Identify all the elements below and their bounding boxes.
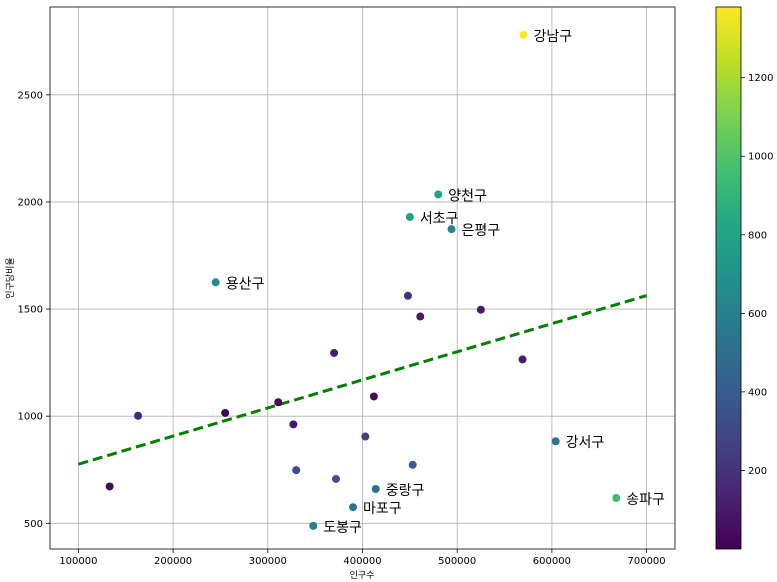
data-point bbox=[369, 392, 378, 401]
x-tick-label: 300000 bbox=[249, 556, 287, 567]
data-point bbox=[330, 348, 339, 357]
grid-lines bbox=[50, 7, 675, 549]
trend-line-layer bbox=[77, 294, 648, 466]
data-point bbox=[403, 291, 412, 300]
x-tick-label: 100000 bbox=[59, 556, 97, 567]
x-tick-label: 500000 bbox=[438, 556, 476, 567]
colorbar-tick-label: 600 bbox=[748, 309, 767, 320]
colorbar-tick-label: 1200 bbox=[748, 73, 773, 84]
y-axis-ticks: 500 1000 1500 2000 2500 bbox=[18, 90, 50, 530]
y-tick-label: 1000 bbox=[18, 412, 43, 423]
point-annotation: 마포구 bbox=[363, 501, 402, 517]
data-point bbox=[331, 474, 340, 483]
data-point bbox=[405, 212, 414, 221]
point-annotation: 중랑구 bbox=[386, 483, 425, 499]
point-annotation: 강남구 bbox=[533, 29, 572, 45]
y-tick-label: 2000 bbox=[18, 197, 43, 208]
point-annotation: 은평구 bbox=[462, 223, 501, 239]
point-annotation: 양천구 bbox=[448, 188, 487, 204]
point-annotation: 도봉구 bbox=[323, 520, 362, 536]
x-axis-ticks: 100000 200000 300000 400000 500000 600000 7000… bbox=[59, 549, 666, 567]
data-point bbox=[211, 278, 220, 287]
data-points-layer bbox=[105, 30, 621, 530]
colorbar bbox=[715, 6, 742, 550]
data-point bbox=[612, 494, 621, 503]
data-point bbox=[519, 30, 528, 39]
y-tick-label: 1500 bbox=[18, 305, 43, 316]
point-annotation: 송파구 bbox=[626, 492, 665, 508]
colorbar-tick-label: 1000 bbox=[748, 152, 773, 163]
point-annotation: 강서구 bbox=[566, 435, 605, 451]
colorbar-tick-label: 800 bbox=[748, 230, 767, 241]
data-point bbox=[551, 437, 560, 446]
data-point bbox=[518, 355, 527, 364]
y-tick-label: 2500 bbox=[18, 90, 43, 101]
data-point bbox=[408, 460, 417, 469]
trend-line bbox=[77, 294, 648, 466]
data-point bbox=[476, 305, 485, 314]
data-point bbox=[447, 225, 456, 234]
colorbar-tick-label: 200 bbox=[748, 466, 767, 477]
y-axis-label: 인구당비율 bbox=[5, 257, 16, 298]
x-tick-label: 600000 bbox=[533, 556, 571, 567]
x-tick-label: 400000 bbox=[343, 556, 381, 567]
data-point bbox=[434, 190, 443, 199]
data-point bbox=[371, 485, 380, 494]
colorbar-ticks: 200 400 600 800 1000 1200 bbox=[741, 73, 773, 477]
x-axis-label: 인구수 bbox=[350, 570, 375, 581]
data-point bbox=[134, 411, 143, 420]
data-point bbox=[349, 503, 358, 512]
x-tick-label: 700000 bbox=[627, 556, 665, 567]
data-point bbox=[309, 521, 318, 530]
data-point bbox=[292, 466, 301, 475]
x-tick-label: 200000 bbox=[154, 556, 192, 567]
data-point bbox=[289, 420, 298, 429]
data-point bbox=[416, 312, 425, 321]
data-point bbox=[105, 482, 114, 491]
data-point bbox=[221, 408, 230, 417]
colorbar-tick-label: 400 bbox=[748, 387, 767, 398]
y-tick-label: 500 bbox=[24, 519, 43, 530]
data-point bbox=[361, 432, 370, 441]
point-annotation: 서초구 bbox=[420, 211, 459, 227]
point-annotation: 용산구 bbox=[226, 276, 265, 292]
data-point bbox=[274, 398, 283, 407]
